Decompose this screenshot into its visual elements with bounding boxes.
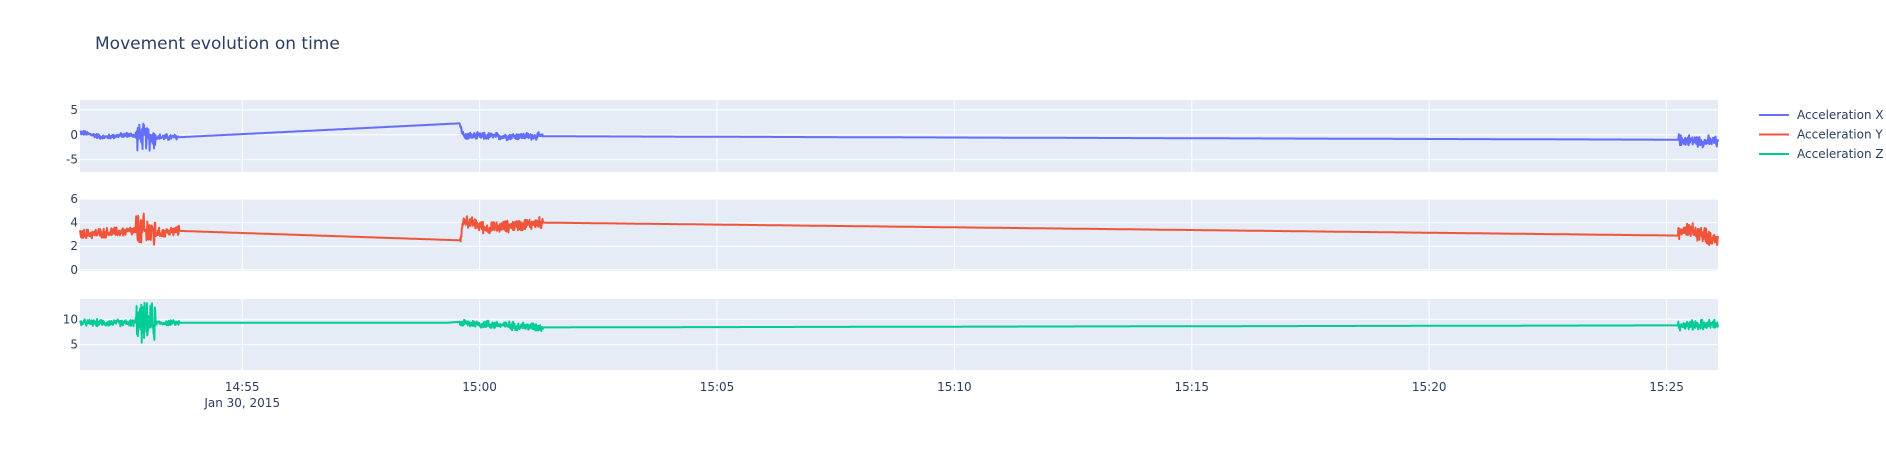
legend-label: Acceleration Y xyxy=(1797,128,1883,142)
x-tick-label: 15:25 xyxy=(1649,380,1684,394)
plot-area xyxy=(80,199,1718,271)
subplot-3: 5 10 xyxy=(63,299,1719,370)
x-tick-label: 15:00 xyxy=(462,380,497,394)
y-tick-label: 5 xyxy=(70,338,78,352)
x-tick-label: 15:15 xyxy=(1174,380,1209,394)
chart-title: Movement evolution on time xyxy=(95,34,340,54)
legend-item-2[interactable]: Acceleration Y xyxy=(1759,128,1883,142)
y-tick-label: 6 xyxy=(70,192,78,206)
x-tick-label: 14:55 xyxy=(225,380,260,394)
subplots: -5 0 5 0 2 4 6 5 10 xyxy=(63,100,1719,370)
series-line-3 xyxy=(79,301,1719,344)
x-axis: 14:55 15:00 15:05 15:10 15:15 15:20 15:25 Jan 3… xyxy=(203,380,1684,410)
legend-item-3[interactable]: Acceleration Z xyxy=(1759,147,1884,161)
y-tick-label: 10 xyxy=(63,312,78,326)
subplot-2: 0 2 4 6 xyxy=(70,192,1719,277)
x-tick-label: 15:10 xyxy=(937,380,972,394)
plot-area xyxy=(80,100,1718,172)
y-tick-label: -5 xyxy=(66,153,78,167)
legend-label: Acceleration X xyxy=(1797,108,1884,122)
x-tick-label: 15:20 xyxy=(1412,380,1447,394)
legend-item-1[interactable]: Acceleration X xyxy=(1759,108,1884,122)
x-tick-label: 15:05 xyxy=(700,380,735,394)
series-line-2 xyxy=(79,212,1719,247)
subplot-1: -5 0 5 xyxy=(66,100,1719,172)
series-line-1 xyxy=(79,122,1719,152)
y-tick-label: 0 xyxy=(70,128,78,142)
y-tick-label: 2 xyxy=(70,239,78,253)
y-tick-label: 4 xyxy=(70,216,78,230)
x-date-label: Jan 30, 2015 xyxy=(203,396,280,410)
y-tick-label: 0 xyxy=(70,263,78,277)
legend[interactable]: Acceleration X Acceleration Y Acceleration… xyxy=(1759,108,1884,161)
y-tick-label: 5 xyxy=(70,103,78,117)
plot-area xyxy=(80,299,1718,370)
legend-label: Acceleration Z xyxy=(1797,147,1884,161)
